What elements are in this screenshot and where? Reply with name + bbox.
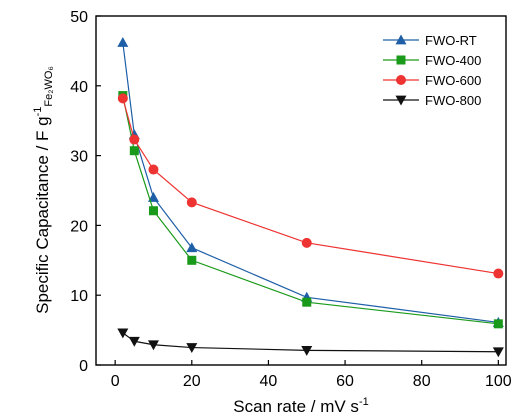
legend-label: FWO-800 <box>425 93 481 108</box>
y-tick-label: 30 <box>70 149 88 166</box>
data-point <box>117 37 129 47</box>
data-point <box>129 134 140 145</box>
y-axis-title-text: Specific Capacitance / F g <box>33 116 52 313</box>
x-tick-label: 100 <box>485 373 512 390</box>
y-axis-title-sup: -1 <box>32 107 44 117</box>
legend-marker <box>395 34 407 45</box>
legend-label: FWO-400 <box>425 53 481 68</box>
y-tick-label: 40 <box>70 79 88 96</box>
series-line <box>122 42 499 324</box>
y-axis-title-sub: Fe₂WO₆ <box>43 66 55 106</box>
x-axis-title: Scan rate / mV s-1 <box>233 396 368 416</box>
data-point <box>147 191 159 202</box>
legend-label: FWO-RT <box>425 33 477 48</box>
data-point <box>493 319 503 329</box>
plot-area <box>95 15 507 366</box>
data-point <box>187 255 197 265</box>
y-tick-label: 50 <box>70 9 88 26</box>
data-point <box>302 297 312 307</box>
legend-item: FWO-400 <box>383 53 481 68</box>
x-axis-title-text: Scan rate / mV s <box>233 397 359 416</box>
data-point <box>117 328 129 339</box>
series-line <box>122 95 499 325</box>
data-point <box>492 347 504 358</box>
x-tick-label: 80 <box>413 373 431 390</box>
y-tick-label: 20 <box>70 218 88 235</box>
axis-ticks: 0 20 40 60 80 100 0 10 20 30 40 50 <box>70 9 512 390</box>
legend-item: FWO-800 <box>383 93 481 108</box>
data-point <box>129 146 139 156</box>
legend-item: FWO-600 <box>383 73 481 88</box>
legend-item: FWO-RT <box>383 33 477 48</box>
data-point <box>301 237 312 248</box>
x-axis-title-sup: -1 <box>359 396 369 408</box>
legend-marker <box>396 75 406 85</box>
legend-label: FWO-600 <box>425 73 481 88</box>
series-layer <box>117 37 504 358</box>
data-point <box>128 336 140 347</box>
x-tick-label: 60 <box>336 373 354 390</box>
data-point <box>493 268 504 279</box>
data-point <box>186 242 198 253</box>
data-point <box>147 340 159 351</box>
legend: FWO-RT FWO-400 FWO-600 FWO-800 <box>383 33 481 108</box>
y-tick-label: 0 <box>79 358 88 375</box>
legend-marker <box>395 95 407 106</box>
data-point <box>301 345 313 356</box>
y-tick-label: 10 <box>70 288 88 305</box>
y-axis-title: Specific Capacitance / F g-1Fe₂WO₆ <box>32 66 55 314</box>
series-fwo-600 <box>117 93 504 279</box>
series-fwo-400 <box>118 91 503 329</box>
data-point <box>117 93 128 104</box>
data-point <box>148 206 158 216</box>
series-line <box>122 98 499 275</box>
x-tick-label: 20 <box>183 373 201 390</box>
x-tick-label: 0 <box>111 373 120 390</box>
data-point <box>148 164 159 175</box>
data-point <box>186 343 198 354</box>
x-tick-label: 40 <box>260 373 278 390</box>
series-fwo-800 <box>117 328 504 358</box>
legend-marker <box>396 55 406 65</box>
data-point <box>186 197 197 208</box>
